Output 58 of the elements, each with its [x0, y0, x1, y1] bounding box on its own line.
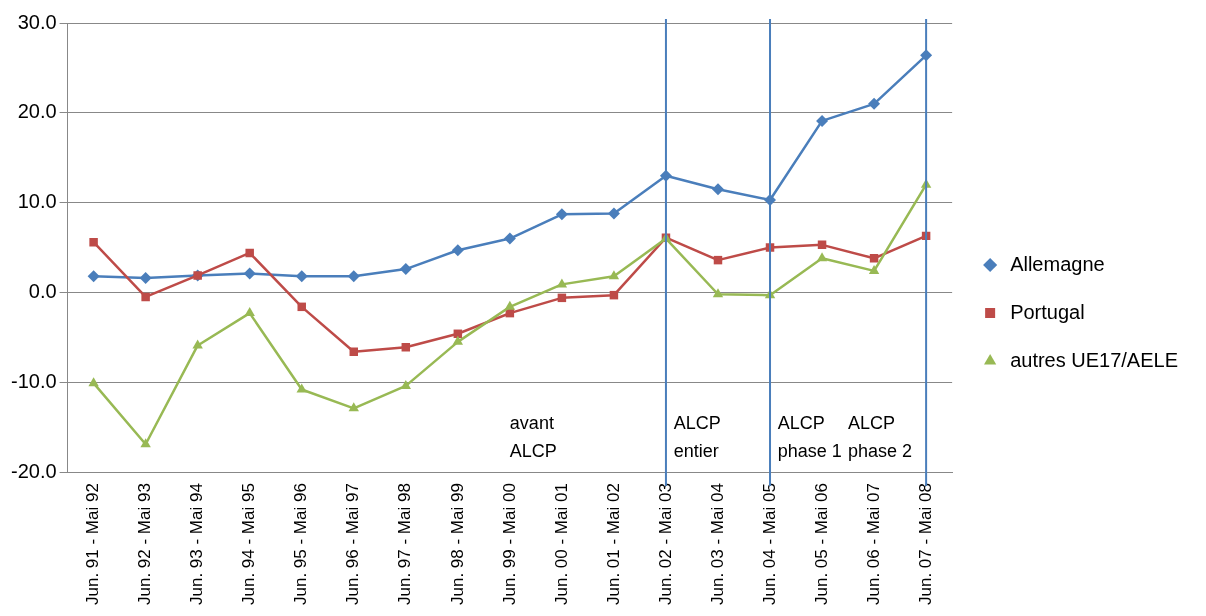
x-tick-label: Jun. 95 - Mai 96 [291, 483, 311, 606]
x-tick-label: Jun. 06 - Mai 07 [863, 483, 883, 606]
x-tick-label: Jun. 94 - Mai 95 [239, 483, 259, 606]
x-tick-label: Jun. 05 - Mai 06 [811, 483, 831, 606]
x-tick-label: Jun. 97 - Mai 98 [395, 483, 415, 606]
point [868, 97, 881, 110]
point [816, 252, 828, 262]
point [869, 254, 879, 263]
y-tick-label: 20.0 [17, 100, 57, 123]
point [556, 278, 568, 288]
annotation: ALCP phase 1 [777, 412, 842, 461]
point [348, 402, 359, 412]
y-tick-label: 10.0 [17, 190, 57, 213]
point [244, 307, 255, 317]
x-tick-label: Jun. 92 - Mai 93 [135, 483, 155, 606]
y-tick-label: 30.0 [17, 10, 57, 33]
point [451, 244, 464, 257]
x-tick-label: Jun. 02 - Mai 03 [655, 483, 675, 606]
point [452, 335, 464, 345]
point [243, 267, 256, 280]
point [504, 300, 516, 310]
point [712, 288, 724, 298]
annotation: ALCP entier [673, 412, 721, 461]
point [555, 208, 568, 221]
x-tick-label: Jun. 91 - Mai 92 [83, 483, 103, 606]
annotation: ALCP phase 2 [848, 412, 913, 461]
point [347, 270, 360, 283]
point [245, 248, 254, 258]
y-tick-label: 0.0 [28, 279, 57, 302]
annotation: avant ALCP [509, 412, 557, 461]
x-tick-label: Jun. 99 - Mai 00 [499, 483, 519, 606]
point [89, 237, 98, 247]
point [140, 438, 151, 448]
legend-label: autres UE17/AELE [1010, 348, 1178, 371]
x-tick-label: Jun. 96 - Mai 97 [343, 483, 363, 606]
point [399, 263, 412, 276]
x-tick-label: Jun. 01 - Mai 02 [603, 483, 623, 606]
x-tick-label: Jun. 07 - Mai 08 [915, 483, 935, 606]
point [608, 270, 620, 280]
point [87, 270, 100, 283]
point [816, 114, 829, 127]
x-tick-label: Jun. 03 - Mai 04 [707, 483, 727, 606]
y-tick-label: -10.0 [10, 369, 57, 392]
point [295, 270, 308, 283]
point [607, 207, 620, 220]
point [503, 232, 516, 245]
x-tick-label: Jun. 00 - Mai 01 [551, 483, 571, 606]
point [139, 272, 152, 285]
x-tick-label: Jun. 93 - Mai 94 [187, 483, 207, 606]
point [297, 302, 306, 312]
legend-label: Portugal [1010, 300, 1085, 323]
x-tick-label: Jun. 98 - Mai 99 [447, 483, 467, 606]
y-tick-label: -20.0 [10, 459, 57, 482]
legend-label: Allemagne [1010, 252, 1105, 275]
point [88, 377, 99, 387]
point [711, 183, 724, 196]
point [141, 292, 150, 302]
point [868, 264, 880, 274]
